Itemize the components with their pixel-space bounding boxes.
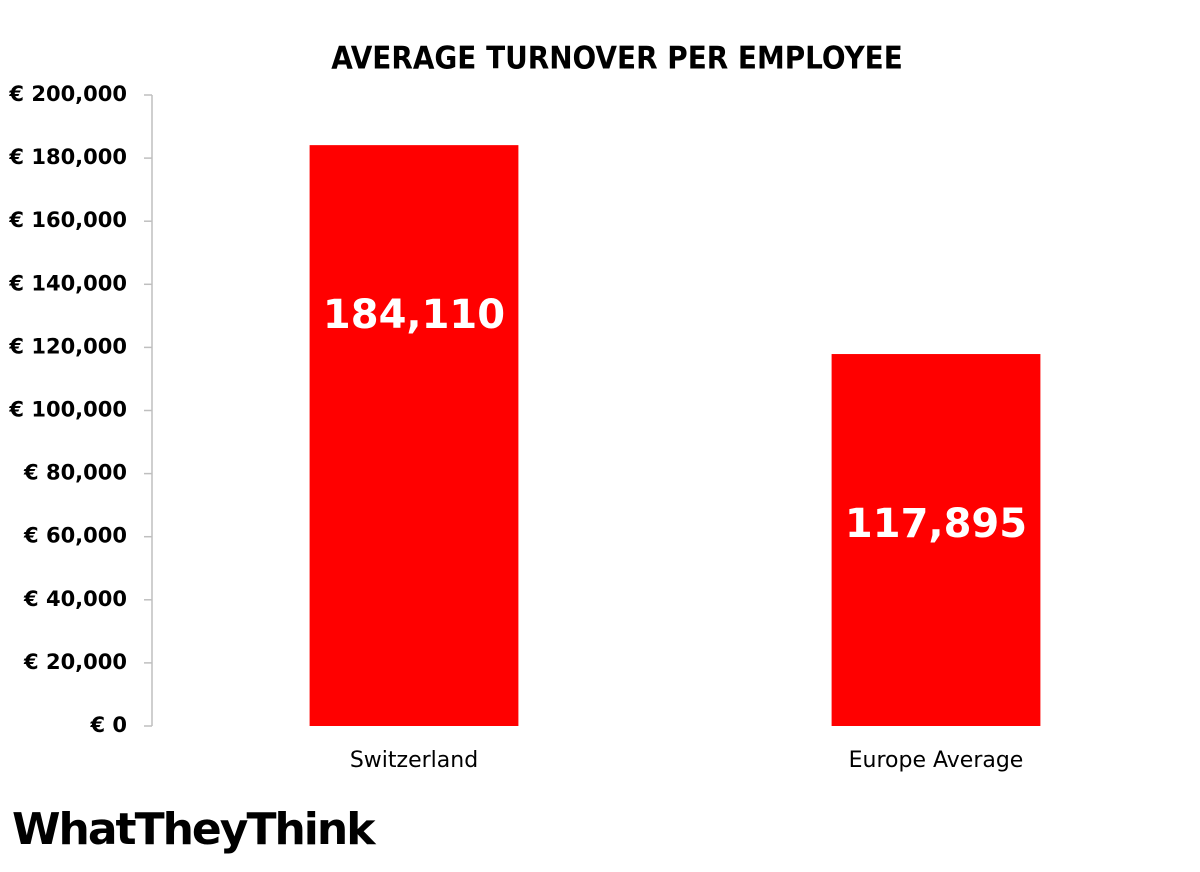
y-tick-label: € 40,000 bbox=[23, 587, 127, 611]
y-tick-label: € 200,000 bbox=[8, 82, 127, 106]
x-tick-label: Europe Average bbox=[849, 748, 1024, 773]
bar bbox=[831, 354, 1041, 726]
y-tick-label: € 100,000 bbox=[8, 398, 127, 422]
y-tick-label: € 140,000 bbox=[8, 271, 127, 295]
y-tick-label: € 160,000 bbox=[8, 208, 127, 232]
y-tick-label: € 120,000 bbox=[8, 334, 127, 358]
y-tick-label: € 0 bbox=[89, 713, 127, 737]
y-tick-label: € 60,000 bbox=[23, 524, 127, 548]
x-tick-label: Switzerland bbox=[350, 748, 478, 773]
value-label: 184,110 bbox=[323, 292, 505, 338]
value-label: 117,895 bbox=[845, 501, 1027, 547]
chart-title: AVERAGE TURNOVER PER EMPLOYEE bbox=[331, 41, 903, 77]
logo: WhatTheyThink bbox=[12, 804, 377, 855]
y-tick-label: € 20,000 bbox=[23, 650, 127, 674]
y-tick-label: € 80,000 bbox=[23, 461, 127, 485]
bar bbox=[309, 145, 519, 727]
y-tick-label: € 180,000 bbox=[8, 145, 127, 169]
